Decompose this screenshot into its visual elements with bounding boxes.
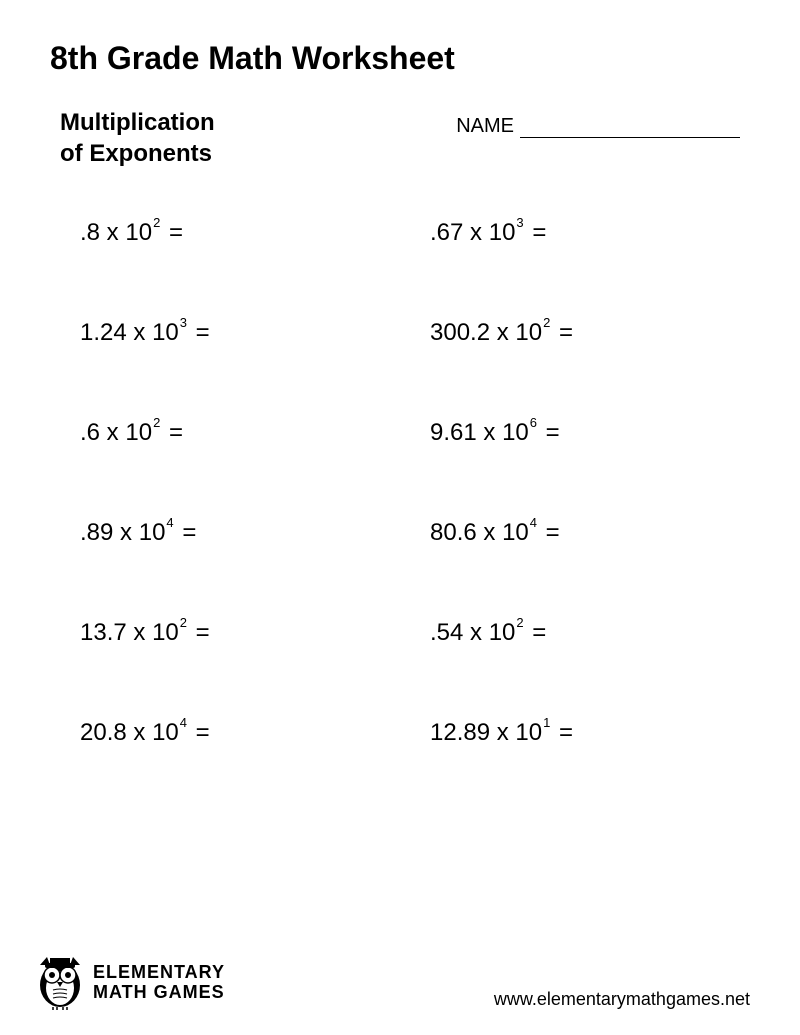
logo-text-line-2: MATH GAMES bbox=[93, 983, 225, 1003]
page-title: 8th Grade Math Worksheet bbox=[50, 40, 750, 77]
problem-6: 9.61 x 106 = bbox=[430, 419, 720, 447]
problem-9: 13.7 x 102 = bbox=[80, 619, 370, 647]
problems-grid: .8 x 102 = .67 x 103 = 1.24 x 103 = 300.… bbox=[50, 219, 750, 747]
logo-text: ELEMENTARY MATH GAMES bbox=[93, 963, 225, 1003]
footer: ELEMENTARY MATH GAMES www.elementarymath… bbox=[35, 955, 750, 1010]
owl-icon bbox=[35, 955, 85, 1010]
problem-3: 1.24 x 103 = bbox=[80, 319, 370, 347]
problem-2: .67 x 103 = bbox=[430, 219, 720, 247]
problem-10: .54 x 102 = bbox=[430, 619, 720, 647]
problem-4: 300.2 x 102 = bbox=[430, 319, 720, 347]
name-field: NAME bbox=[456, 115, 740, 138]
worksheet-subtitle: Multiplication of Exponents bbox=[60, 107, 215, 169]
logo-text-line-1: ELEMENTARY bbox=[93, 963, 225, 983]
name-input-line[interactable] bbox=[520, 118, 740, 138]
problem-12: 12.89 x 101 = bbox=[430, 719, 720, 747]
footer-url: www.elementarymathgames.net bbox=[494, 989, 750, 1010]
subtitle-line-2: of Exponents bbox=[60, 138, 215, 169]
problem-1: .8 x 102 = bbox=[80, 219, 370, 247]
problem-7: .89 x 104 = bbox=[80, 519, 370, 547]
logo: ELEMENTARY MATH GAMES bbox=[35, 955, 225, 1010]
problem-8: 80.6 x 104 = bbox=[430, 519, 720, 547]
name-label: NAME bbox=[456, 115, 514, 138]
header-row: Multiplication of Exponents NAME bbox=[50, 107, 750, 169]
subtitle-line-1: Multiplication bbox=[60, 107, 215, 138]
problem-11: 20.8 x 104 = bbox=[80, 719, 370, 747]
problem-5: .6 x 102 = bbox=[80, 419, 370, 447]
